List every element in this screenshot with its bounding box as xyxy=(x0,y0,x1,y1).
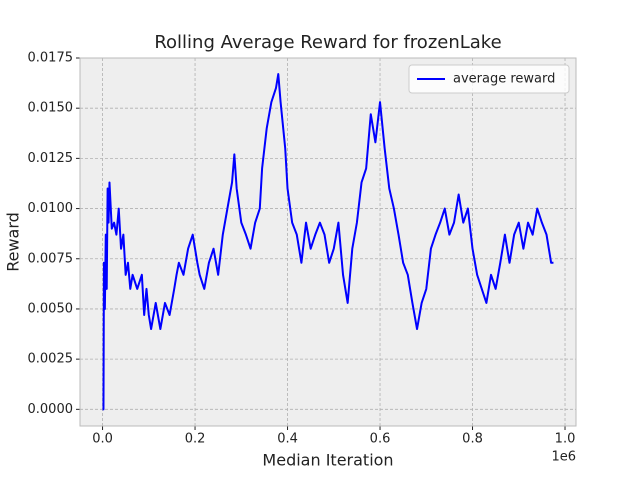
y-tick-label: 0.0150 xyxy=(28,101,74,116)
x-tick-label: 0.4 xyxy=(277,432,298,447)
plot-frame xyxy=(79,57,577,427)
y-tick-label: 0.0075 xyxy=(28,251,74,266)
y-tick-label: 0.0125 xyxy=(28,151,74,166)
line-series xyxy=(102,73,554,411)
legend-box xyxy=(408,64,570,94)
y-tick-label: 0.0100 xyxy=(28,201,74,216)
chart-title: Rolling Average Reward for frozenLake xyxy=(154,32,501,53)
y-tick-label: 0.0025 xyxy=(28,352,74,367)
y-tick-label: 0.0175 xyxy=(28,51,74,66)
plot-area xyxy=(80,58,576,426)
y-tick-label: 0.0000 xyxy=(28,402,74,417)
x-tick-label: 1.0 xyxy=(555,432,576,447)
x-tick-label: 0.2 xyxy=(185,432,206,447)
x-tick-label: 0.0 xyxy=(92,432,113,447)
x-axis-label: Median Iteration xyxy=(262,451,393,470)
y-tick-label: 0.0050 xyxy=(28,301,74,316)
x-tick-label: 0.6 xyxy=(370,432,391,447)
y-axis-label: Reward xyxy=(4,212,23,272)
legend-label: average reward xyxy=(453,72,555,87)
x-tick-label: 0.8 xyxy=(462,432,483,447)
x-offset-label: 1e6 xyxy=(551,450,576,465)
